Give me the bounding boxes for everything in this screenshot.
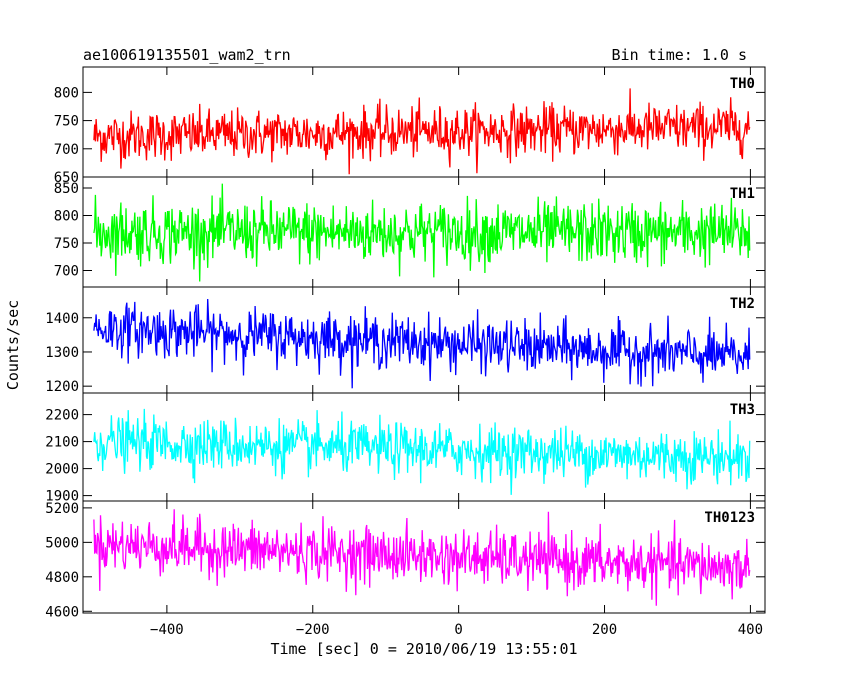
bin-time-label: Bin time: 1.0 s (612, 46, 747, 64)
panel-frame (82, 500, 766, 614)
x-axis-label: Time [sec] 0 = 2010/06/19 13:55:01 (270, 640, 577, 658)
panel-frame (82, 66, 766, 178)
chart-title: ae100619135501_wam2_trn (83, 46, 291, 64)
x-tick-label: 400 (738, 622, 763, 638)
series-line-th0 (93, 88, 751, 175)
series-line-th2 (93, 298, 751, 389)
y-tick-label: 1300 (45, 345, 79, 361)
panel-label-th0123: TH0123 (704, 510, 755, 526)
y-tick-label: 750 (54, 236, 79, 252)
series-line-th1 (93, 183, 751, 282)
y-tick-label: 850 (54, 181, 79, 197)
panel-label-th3: TH3 (730, 402, 755, 418)
panel-th1: 700 750 800 850 TH1 (54, 176, 766, 288)
y-tick-label: 4800 (45, 570, 79, 586)
y-tick-label: 750 (54, 114, 79, 130)
y-tick-label: 650 (54, 170, 79, 186)
y-tick-label: 1900 (45, 489, 79, 505)
x-tick-label: −200 (296, 622, 330, 638)
y-tick-label: 5200 (45, 501, 79, 517)
x-axis: −400 −200 0 200 400 (150, 622, 763, 638)
panels-group: 650 700 750 800 TH0 700 750 800 850 TH1 1200 1300 14… (45, 66, 766, 620)
y-tick-label: 800 (54, 85, 79, 101)
x-tick-label: −400 (150, 622, 184, 638)
y-tick-label: 2200 (45, 408, 79, 424)
y-tick-label: 700 (54, 264, 79, 280)
y-tick-label: 1200 (45, 379, 79, 395)
panel-label-th0: TH0 (730, 76, 755, 92)
y-tick-label: 1400 (45, 311, 79, 327)
y-tick-label: 2100 (45, 435, 79, 451)
y-tick-label: 2000 (45, 462, 79, 478)
y-tick-label: 800 (54, 209, 79, 225)
y-tick-label: 700 (54, 142, 79, 158)
panel-th0: 650 700 750 800 TH0 (54, 66, 766, 186)
y-tick-label: 4600 (45, 604, 79, 620)
x-tick-label: 200 (592, 622, 617, 638)
y-axis-label: Counts/sec (4, 300, 22, 390)
panel-label-th1: TH1 (730, 186, 755, 202)
panel-th0123: 4600 4800 5000 5200 TH0123 (45, 500, 766, 620)
series-line-th0123 (93, 509, 751, 606)
series-line-th3 (93, 408, 751, 495)
y-tick-label: 5000 (45, 535, 79, 551)
panel-th2: 1200 1300 1400 TH2 (45, 286, 766, 395)
panel-th3: 1900 2000 2100 2200 TH3 (45, 392, 766, 505)
panel-label-th2: TH2 (730, 296, 755, 312)
x-tick-label: 0 (454, 622, 462, 638)
